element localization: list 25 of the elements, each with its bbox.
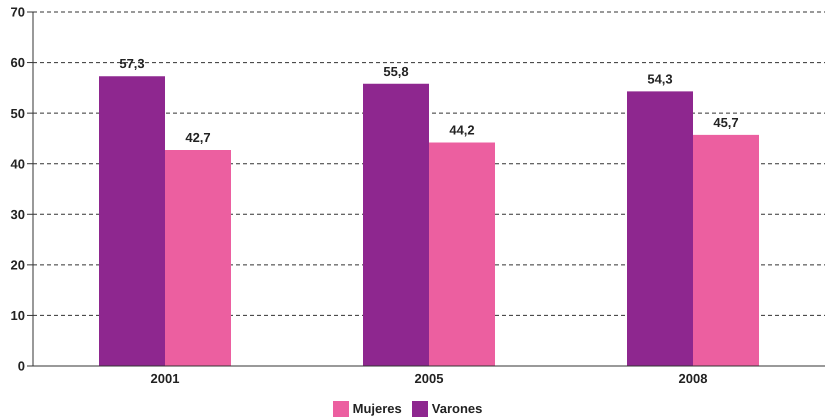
data-label: 45,7	[713, 114, 739, 130]
y-tick-label: 50	[10, 106, 25, 121]
bar	[363, 84, 429, 366]
y-tick-label: 40	[10, 156, 25, 172]
legend-label: Mujeres	[352, 401, 402, 416]
y-tick-label: 60	[10, 55, 25, 70]
data-label: 44,2	[449, 122, 475, 138]
bar	[627, 91, 693, 366]
x-tick-label: 2005	[414, 371, 444, 386]
bar	[165, 150, 231, 366]
data-label: 57,3	[119, 56, 145, 72]
data-label: 55,8	[383, 64, 409, 79]
y-tick-label: 0	[18, 358, 25, 374]
data-label: 54,3	[647, 71, 673, 86]
legend-label: Varones	[432, 401, 482, 416]
x-tick-label: 2008	[678, 371, 708, 386]
y-tick-label: 30	[10, 206, 25, 222]
y-tick-label: 10	[10, 308, 25, 324]
data-label: 42,7	[185, 130, 211, 146]
y-tick-label: 70	[10, 4, 25, 20]
bar	[99, 76, 165, 366]
x-tick-label: 2001	[150, 371, 180, 386]
bar	[693, 134, 759, 366]
bar	[429, 142, 495, 366]
y-tick-label: 20	[10, 257, 25, 272]
